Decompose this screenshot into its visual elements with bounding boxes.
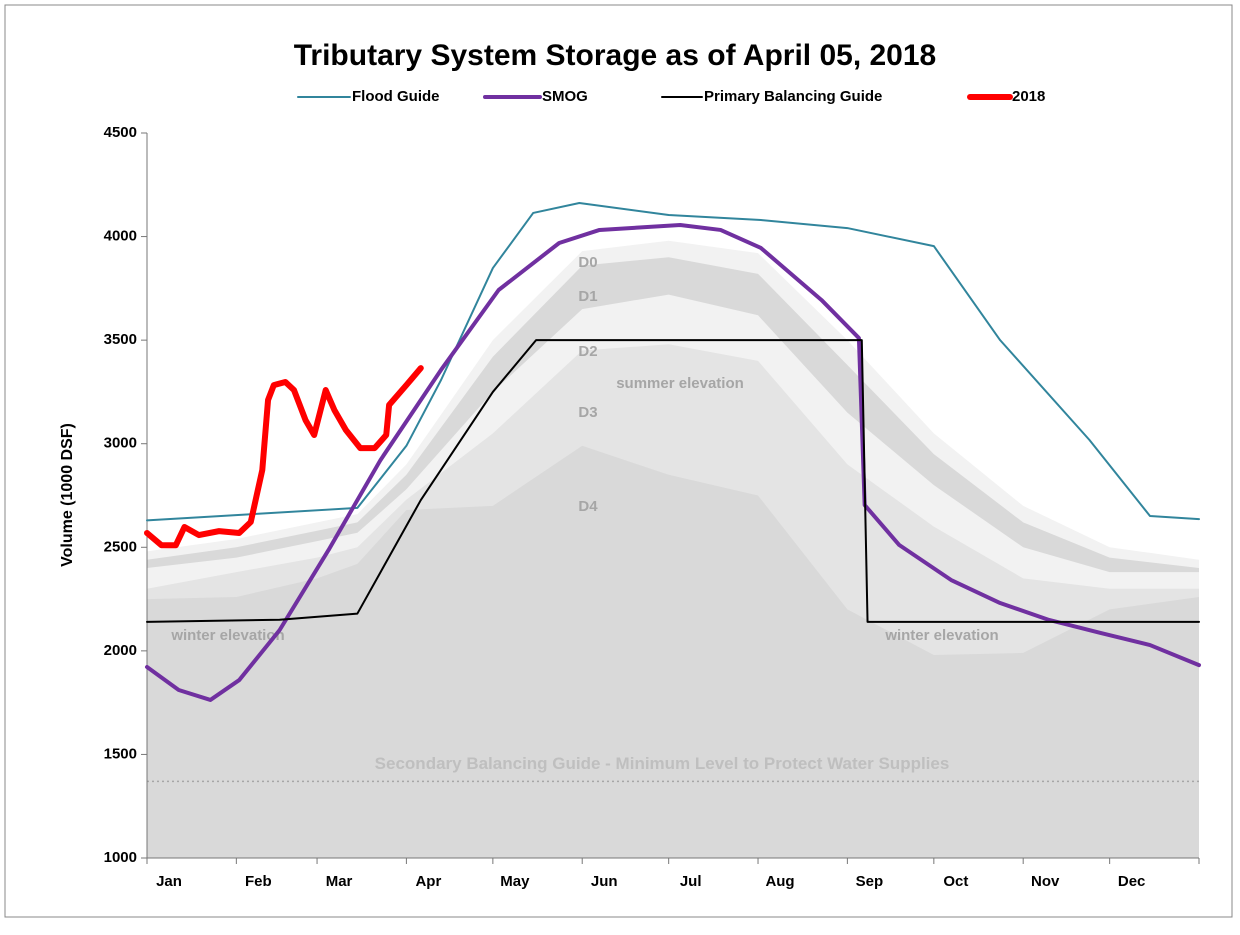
x-tick-label: Dec (1118, 873, 1146, 890)
annotation: winter elevation (884, 627, 998, 644)
x-tick-label: Jul (680, 873, 702, 890)
x-tick-label: Sep (856, 873, 884, 890)
x-tick-label: Nov (1031, 873, 1060, 890)
legend-label: 2018 (1012, 88, 1045, 105)
y-tick-label: 2000 (104, 642, 137, 659)
band-label: D1 (578, 288, 597, 305)
x-tick-label: Oct (943, 873, 968, 890)
legend-label: SMOG (542, 88, 588, 105)
series-line (144, 365, 424, 549)
y-tick-label: 4000 (104, 228, 137, 245)
y-tick-label: 1500 (104, 745, 137, 762)
reference-label: Secondary Balancing Guide - Minimum Leve… (375, 754, 950, 773)
y-tick-label: 3000 (104, 435, 137, 452)
x-tick-label: Jan (156, 873, 182, 890)
y-tick-label: 1000 (104, 849, 137, 866)
x-tick-label: Feb (245, 873, 272, 890)
legend-label: Flood Guide (352, 88, 440, 105)
x-tick-label: Apr (415, 873, 441, 890)
x-tick-label: May (500, 873, 530, 890)
chart-title: Tributary System Storage as of April 05,… (294, 39, 936, 72)
series-line (146, 202, 1200, 522)
series-line (146, 339, 1200, 623)
storage-band (147, 445, 1199, 858)
series-line (145, 222, 1201, 702)
x-tick-label: Mar (326, 873, 353, 890)
x-tick-label: Jun (591, 873, 618, 890)
band-label: D3 (578, 404, 597, 421)
y-tick-label: 3500 (104, 331, 137, 348)
annotation: winter elevation (170, 627, 284, 644)
x-tick-label: Aug (765, 873, 794, 890)
y-tick-label: 2500 (104, 538, 137, 555)
band-label: D2 (578, 343, 597, 360)
y-tick-label: 4500 (104, 124, 137, 141)
annotation: summer elevation (616, 375, 744, 392)
y-axis-label: Volume (1000 DSF) (59, 423, 76, 567)
band-label: D0 (578, 254, 597, 271)
band-label: D4 (578, 498, 598, 515)
legend-label: Primary Balancing Guide (704, 88, 882, 105)
